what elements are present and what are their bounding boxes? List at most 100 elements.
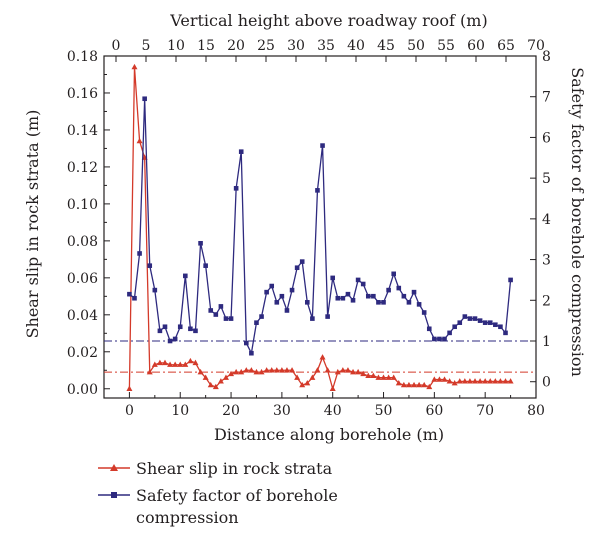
data-point — [456, 378, 463, 384]
data-point — [396, 285, 402, 291]
data-point — [264, 289, 269, 295]
x2-tick-label: 50 — [407, 38, 425, 54]
x2-tick-label: 35 — [317, 38, 335, 54]
data-point — [492, 378, 499, 384]
x2-tick-label: 25 — [257, 38, 275, 54]
data-point — [395, 380, 402, 386]
data-point — [314, 367, 321, 373]
x2-axis-title: Vertical height above roadway roof (m) — [169, 11, 487, 30]
data-point — [156, 359, 163, 366]
data-point — [208, 308, 214, 313]
x2-tick-label: 0 — [112, 38, 121, 54]
data-point — [477, 378, 484, 384]
data-point — [197, 368, 204, 375]
data-point — [161, 359, 168, 366]
data-point — [183, 273, 188, 279]
data-point — [344, 367, 351, 373]
data-point — [330, 275, 336, 281]
data-point — [355, 277, 361, 283]
data-point — [269, 283, 275, 289]
x-axis-ticks: 0 10 20 30 40 50 60 70 80 — [103, 392, 545, 419]
data-point — [371, 293, 376, 299]
data-point — [213, 312, 219, 317]
data-point — [386, 287, 391, 293]
data-point — [340, 295, 346, 301]
data-point — [304, 300, 310, 305]
data-point — [441, 376, 448, 382]
data-point — [222, 374, 229, 380]
y-tick-label: 0.04 — [67, 308, 98, 324]
y-tick-label: 0.08 — [67, 234, 98, 250]
x2-tick-label: 65 — [497, 38, 515, 54]
data-point — [432, 336, 437, 342]
data-point — [294, 265, 300, 271]
data-point — [259, 314, 264, 319]
data-point — [503, 330, 508, 336]
data-point — [411, 289, 417, 295]
data-point — [462, 314, 468, 319]
data-point — [212, 383, 219, 390]
data-point — [136, 137, 143, 144]
data-point — [315, 188, 320, 193]
data-point — [482, 378, 489, 384]
data-point — [182, 361, 189, 367]
data-point — [350, 297, 356, 303]
data-point — [477, 318, 483, 323]
data-point — [345, 291, 351, 297]
data-point — [457, 320, 463, 325]
data-point — [142, 96, 147, 102]
legend-square-marker — [111, 492, 117, 498]
x-tick-label: 50 — [375, 403, 393, 419]
data-point — [131, 63, 138, 70]
series-line — [128, 67, 511, 392]
data-point — [406, 300, 412, 305]
x2-tick-label: 55 — [437, 38, 455, 54]
data-point — [421, 310, 427, 315]
data-point — [243, 367, 250, 373]
data-point — [217, 378, 224, 384]
data-point — [376, 300, 381, 305]
data-point — [177, 361, 184, 367]
data-point — [304, 380, 311, 386]
data-point — [132, 295, 137, 301]
x2-tick-label: 5 — [142, 38, 151, 54]
y2-tick-label: 1 — [542, 334, 551, 350]
data-point — [365, 372, 372, 379]
data-point — [355, 368, 362, 375]
data-point — [385, 374, 392, 380]
data-point — [405, 381, 412, 388]
x2-tick-label: 15 — [197, 38, 215, 54]
y-axis-ticks: 0.00 0.02 0.04 0.06 0.08 0.10 0.12 0.14 0.16 0.18 — [67, 49, 110, 398]
data-point — [248, 367, 255, 373]
data-point — [192, 359, 199, 366]
data-point — [253, 368, 260, 375]
data-point — [137, 251, 142, 256]
x-tick-label: 40 — [324, 403, 342, 419]
data-point — [203, 263, 208, 268]
x-tick-label: 80 — [527, 403, 545, 419]
data-point — [365, 293, 371, 299]
x-tick-label: 10 — [171, 403, 189, 419]
data-point — [416, 381, 423, 388]
y-tick-label: 0.02 — [67, 345, 98, 361]
data-point — [324, 367, 331, 373]
data-point — [146, 368, 153, 375]
data-point — [329, 385, 336, 391]
data-point — [289, 287, 295, 293]
data-point — [278, 367, 285, 373]
y2-tick-label: 5 — [542, 171, 551, 187]
y-axis-title: Shear slip in rock strata (m) — [23, 110, 42, 339]
x2-tick-label: 60 — [467, 38, 485, 54]
data-point — [482, 320, 488, 325]
data-point — [233, 186, 239, 191]
data-point — [507, 378, 514, 384]
data-point — [416, 302, 422, 307]
data-point — [502, 378, 509, 384]
data-point — [467, 316, 473, 321]
data-point — [487, 320, 493, 325]
data-point — [447, 330, 452, 336]
data-point — [167, 361, 174, 367]
x2-tick-label: 70 — [527, 38, 545, 54]
data-point — [401, 293, 407, 299]
